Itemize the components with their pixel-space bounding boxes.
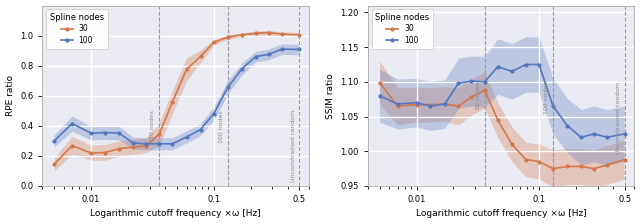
30: [549, 167, 557, 170]
100: [604, 136, 611, 139]
30: [563, 165, 571, 168]
30: [142, 144, 150, 147]
30: [168, 101, 176, 103]
100: [413, 101, 420, 104]
30: [129, 146, 137, 149]
30: [51, 163, 58, 165]
30: [224, 36, 232, 39]
100: [252, 55, 260, 58]
100: [278, 48, 285, 50]
100: [441, 103, 449, 105]
100: [196, 128, 204, 131]
Text: 30 nodes: 30 nodes: [150, 110, 156, 139]
30: [604, 164, 611, 166]
Y-axis label: RPE ratio: RPE ratio: [6, 75, 15, 116]
30: [508, 143, 516, 146]
Legend: 30, 100: 30, 100: [372, 9, 433, 49]
X-axis label: Logarithmic cutoff frequency ×ω [Hz]: Logarithmic cutoff frequency ×ω [Hz]: [416, 209, 586, 218]
30: [68, 144, 76, 147]
100: [238, 67, 246, 70]
30: [427, 103, 435, 106]
30: [413, 103, 420, 106]
100: [577, 136, 585, 139]
100: [182, 136, 190, 138]
100: [535, 63, 543, 66]
30: [238, 34, 246, 36]
30: [101, 151, 109, 154]
100: [549, 105, 557, 108]
30: [210, 41, 218, 44]
30: [621, 158, 628, 161]
100: [87, 132, 95, 135]
Line: 30: 30: [53, 31, 301, 166]
100: [142, 142, 150, 145]
100: [265, 53, 273, 56]
30: [590, 167, 598, 170]
100: [621, 133, 628, 135]
30: [494, 119, 502, 121]
100: [51, 140, 58, 142]
30: [577, 165, 585, 168]
100: [394, 103, 401, 105]
100: [156, 142, 163, 145]
Line: 30: 30: [378, 81, 626, 170]
Legend: 30, 100: 30, 100: [46, 9, 108, 49]
100: [481, 80, 488, 83]
30: [87, 152, 95, 155]
30: [522, 158, 530, 161]
100: [224, 86, 232, 89]
Line: 100: 100: [53, 48, 301, 145]
30: [278, 33, 285, 35]
100: [563, 124, 571, 127]
100: [522, 63, 530, 66]
30: [481, 89, 488, 92]
30: [441, 103, 449, 105]
30: [376, 81, 383, 84]
Text: Unconstrained random: Unconstrained random: [616, 81, 621, 153]
30: [196, 55, 204, 58]
100: [168, 142, 176, 145]
100: [494, 65, 502, 68]
100: [68, 122, 76, 125]
30: [265, 31, 273, 34]
100: [590, 133, 598, 135]
100: [296, 48, 303, 51]
Text: 30 nodes: 30 nodes: [476, 81, 481, 110]
30: [156, 133, 163, 135]
X-axis label: Logarithmic cutoff frequency ×ω [Hz]: Logarithmic cutoff frequency ×ω [Hz]: [90, 209, 261, 218]
100: [116, 132, 124, 135]
100: [427, 105, 435, 108]
30: [296, 34, 303, 36]
100: [467, 80, 475, 82]
30: [394, 105, 401, 108]
100: [454, 82, 462, 85]
Text: 100 nodes: 100 nodes: [544, 81, 549, 114]
30: [535, 160, 543, 163]
30: [252, 32, 260, 35]
Text: Unconstrained random: Unconstrained random: [291, 110, 296, 182]
30: [467, 96, 475, 98]
100: [101, 131, 109, 134]
30: [116, 147, 124, 150]
30: [454, 105, 462, 108]
100: [129, 142, 137, 144]
100: [376, 94, 383, 97]
100: [508, 70, 516, 73]
Text: 100 nodes: 100 nodes: [219, 110, 224, 143]
100: [210, 112, 218, 115]
Y-axis label: SSIM ratio: SSIM ratio: [326, 73, 335, 118]
30: [182, 68, 190, 71]
Line: 100: 100: [378, 63, 626, 139]
